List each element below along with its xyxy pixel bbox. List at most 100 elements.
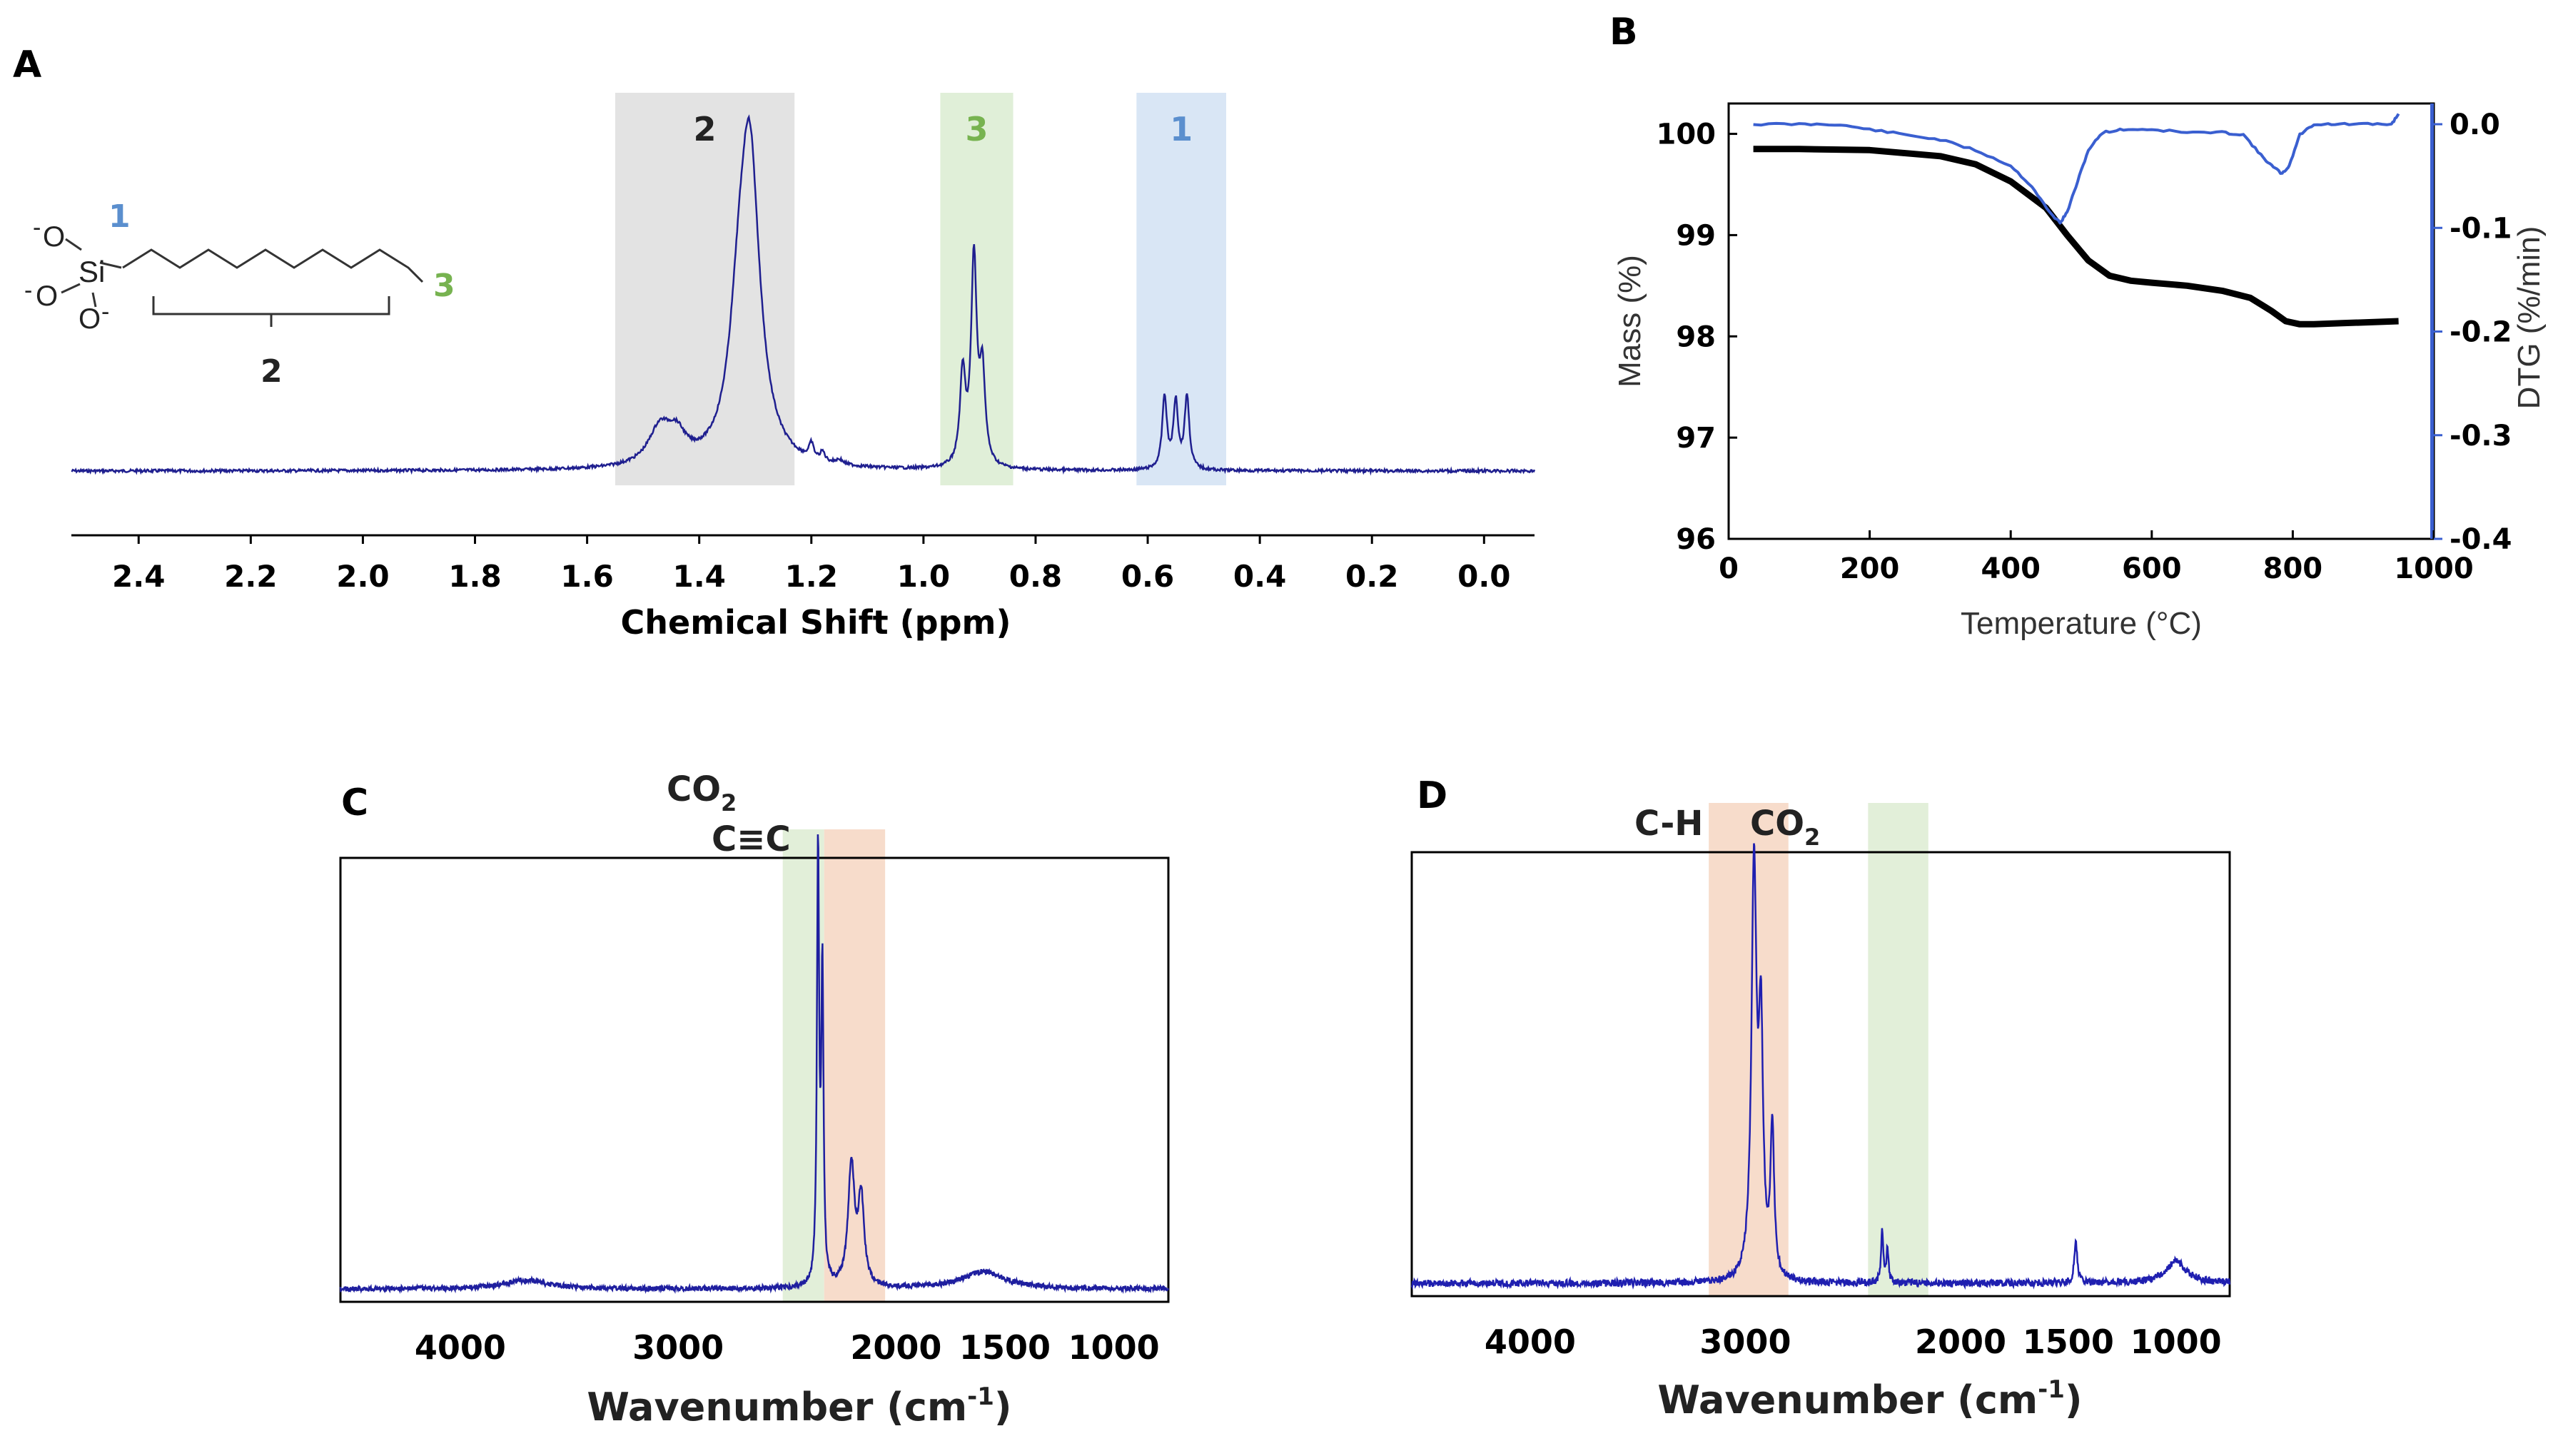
charge-top: -	[33, 214, 41, 241]
panel-c-ccc-label: C≡C	[712, 819, 791, 859]
panel-c-x-label: Wavenumber (cm-1)	[587, 1382, 1011, 1430]
highlight-region-3	[940, 93, 1013, 485]
panel-a-x-ticks: 2.4 2.2 2.0 1.8 1.6 1.4 1.2 1.0 0.8 0.6 0.4 0.2 0.0	[112, 535, 1511, 594]
x-tick-label: 3000	[1699, 1323, 1791, 1361]
panel-c-label: C	[341, 782, 368, 824]
highlight-region-1	[1868, 803, 1928, 1296]
panel-b-x-label: Temperature (°C)	[1961, 606, 2202, 641]
x-tick-label: 400	[1981, 552, 2041, 585]
x-tick-label: 800	[2263, 552, 2323, 585]
y-tick-label: 98	[1676, 320, 1716, 353]
x-tick-label: 3000	[632, 1328, 724, 1367]
dtg-curve	[1753, 113, 2400, 225]
panel-d: D C-H CO2 4000 3000 2000 1500 1000 Wavenumbe…	[1410, 774, 2231, 1422]
highlight-region-2	[615, 93, 795, 485]
panel-d-co2-label: CO2	[1750, 804, 1820, 851]
si-o-bond-left	[61, 283, 81, 294]
panel-c-highlights	[782, 829, 886, 1302]
panel-b-y2-ticks: -0.4 -0.3 -0.2 -0.1 0.0	[2434, 108, 2512, 556]
x-tick-label: 1.0	[897, 559, 950, 594]
octylsilane-structure	[61, 238, 424, 327]
highlight-region-1	[1136, 93, 1227, 485]
x-tick-label: 2.2	[224, 559, 277, 594]
mass-curve	[1753, 146, 2399, 328]
x-tick-label: 0	[1719, 552, 1739, 585]
x-tick-label: 2000	[850, 1328, 941, 1367]
x-tick-label: 1000	[1068, 1328, 1160, 1367]
panel-d-label: D	[1417, 774, 1447, 817]
highlight-label-1: 1	[1170, 110, 1193, 148]
panel-c-highlight-labels: CO2 C≡C	[667, 769, 791, 859]
panel-d-highlights	[1709, 803, 1928, 1296]
structure-site-2: 2	[261, 353, 283, 390]
panel-d-highlight-labels: C-H CO2	[1634, 804, 1820, 851]
panel-d-x-ticks: 4000 3000 2000 1500 1000	[1485, 1323, 2222, 1361]
panel-b-y-ticks: 96 97 98 99 100	[1657, 118, 1737, 556]
panel-b-right-axis	[2430, 103, 2434, 539]
structure-site-3: 3	[433, 268, 455, 304]
si-atom: Si	[79, 255, 105, 288]
x-tick-label: 2.0	[336, 559, 389, 594]
x-tick-label: 0.4	[1233, 559, 1286, 594]
ftir-spectrum-d	[1410, 843, 2231, 1290]
x-tick-label: 0.8	[1009, 559, 1062, 594]
o-atom-left: O	[36, 280, 58, 312]
y2-tick-label: -0.1	[2450, 212, 2512, 245]
y-tick-label: 96	[1676, 523, 1716, 556]
panel-d-plot-frame	[1410, 851, 2231, 1298]
y2-tick-label: 0.0	[2450, 108, 2500, 141]
o-atom-top: O	[43, 221, 65, 253]
panel-a-highlight-labels: 2 3 1	[694, 110, 1193, 148]
nmr-spectrum-line	[71, 114, 1536, 476]
panel-b-x-ticks: 0 200 400 600 800 1000	[1719, 530, 2474, 585]
panel-c-x-ticks: 4000 3000 2000 1500 1000	[415, 1328, 1160, 1367]
x-tick-label: 0.2	[1345, 559, 1398, 594]
x-tick-label: 2000	[1915, 1323, 2006, 1361]
o-atom-bottom: O	[79, 303, 101, 335]
panel-c: C CO2 C≡C 4000 3000 2000 1500 1000 Wavenumbe…	[339, 769, 1170, 1430]
y-tick-label: 97	[1676, 422, 1716, 455]
x-tick-label: 1.4	[672, 559, 725, 594]
panel-c-co2-label: CO2	[667, 769, 737, 817]
panel-a-label: A	[13, 44, 41, 86]
alkyl-chain	[122, 248, 424, 283]
x-tick-label: 1.6	[560, 559, 613, 594]
panel-b-y-label: Mass (%)	[1612, 255, 1647, 388]
x-tick-label: 1500	[2023, 1323, 2114, 1361]
x-tick-label: 0.6	[1121, 559, 1174, 594]
highlight-label-2: 2	[694, 110, 717, 148]
si-c-bond	[99, 261, 122, 269]
y-tick-label: 100	[1657, 118, 1717, 151]
panel-b: B 0 200 400 600 800 1000 96 97 98 99 100 -0.4 -0.3…	[1609, 11, 2547, 641]
x-tick-label: 1000	[2130, 1323, 2222, 1361]
panel-a-x-label: Chemical Shift (ppm)	[621, 603, 1011, 642]
x-tick-label: 4000	[1485, 1323, 1576, 1361]
charge-bottom: -	[101, 298, 109, 325]
y2-tick-label: -0.4	[2450, 523, 2512, 556]
y2-tick-label: -0.2	[2450, 316, 2512, 349]
x-tick-label: 1000	[2394, 552, 2473, 585]
x-tick-label: 1500	[959, 1328, 1051, 1367]
panel-a: A 2 3 1 Si O O O - - - 1 2 3 2.4 2.2 2.0 1.8 1…	[13, 44, 1536, 642]
charge-left: -	[24, 277, 32, 304]
y-tick-label: 99	[1676, 219, 1716, 252]
panel-d-ch-label: C-H	[1634, 804, 1703, 844]
si-o-bond-bottom	[91, 292, 97, 308]
si-o-bond-top	[65, 238, 82, 251]
chain-bracket	[152, 296, 390, 327]
x-tick-label: 4000	[415, 1328, 506, 1367]
panel-a-highlights	[615, 93, 1227, 485]
x-tick-label: 1.8	[448, 559, 501, 594]
panel-c-plot-frame	[339, 856, 1170, 1303]
highlight-label-3: 3	[965, 110, 988, 148]
panel-b-label: B	[1609, 11, 1638, 54]
x-tick-label: 2.4	[112, 559, 165, 594]
x-tick-label: 200	[1840, 552, 1900, 585]
highlight-region-1	[824, 829, 886, 1302]
panel-d-x-label: Wavenumber (cm-1)	[1657, 1375, 2082, 1422]
x-tick-label: 1.2	[785, 559, 838, 594]
x-tick-label: 600	[2122, 552, 2182, 585]
ftir-spectrum-c	[339, 834, 1170, 1295]
y2-tick-label: -0.3	[2450, 420, 2512, 453]
